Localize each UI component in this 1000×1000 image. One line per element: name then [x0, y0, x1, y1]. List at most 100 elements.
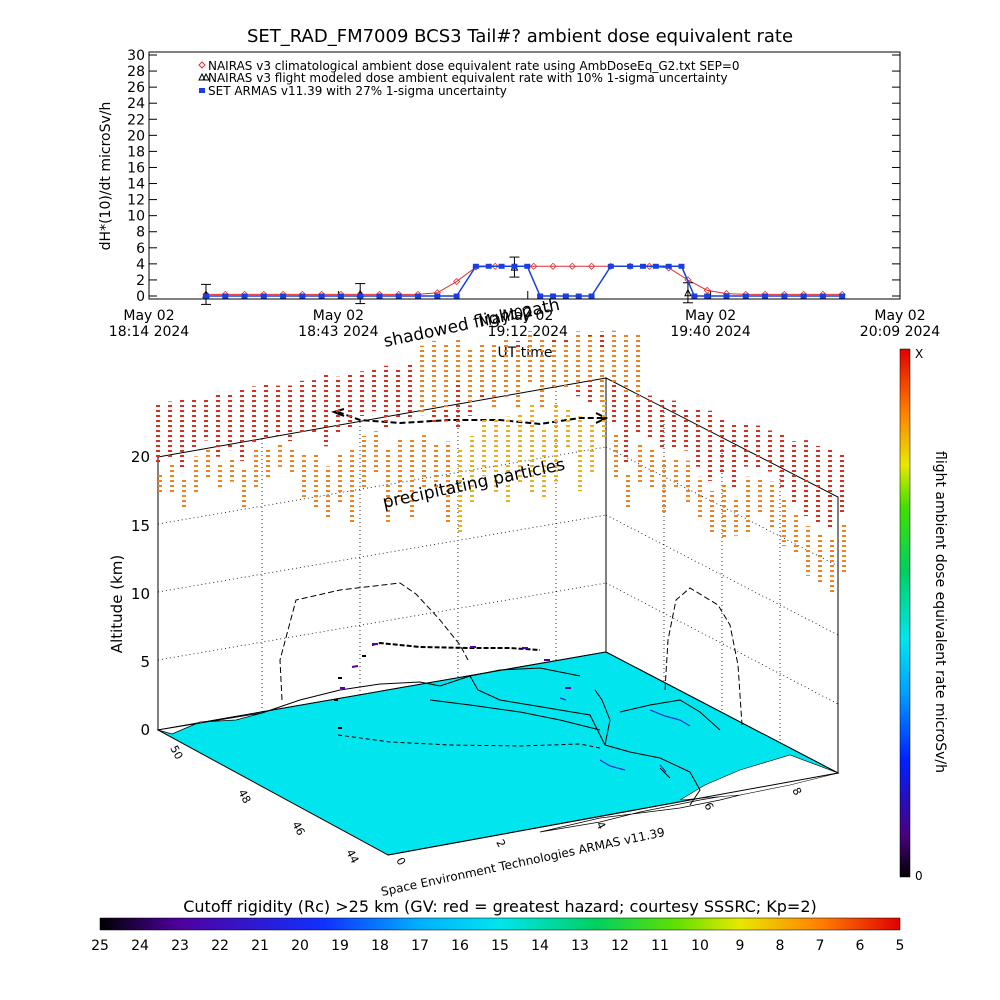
- rigidity-tick-label: 23: [171, 938, 189, 954]
- particle-column-low: [158, 472, 162, 495]
- particle-column-high: [780, 434, 784, 490]
- particle-column-low: [686, 460, 690, 503]
- particle-column-high: [408, 362, 412, 418]
- particle-column-low: [470, 435, 474, 504]
- data-point-square: [376, 293, 383, 299]
- particle-column-upper: [564, 343, 568, 389]
- particle-column-upper: [468, 349, 472, 407]
- particle-column-upper: [576, 334, 580, 390]
- particle-column-low: [662, 459, 666, 514]
- legend-marker-diamond: [198, 61, 206, 69]
- particle-column-high: [456, 356, 460, 430]
- particle-column-high: [720, 418, 724, 473]
- rigidity-tick-label: 21: [251, 938, 269, 954]
- particle-column-high: [612, 382, 616, 424]
- river-network: [559, 697, 691, 773]
- particle-column-low: [242, 468, 246, 509]
- particle-column-high: [336, 376, 340, 434]
- y-tick-label: 10: [127, 209, 145, 225]
- longitude-tick-label: 2: [493, 837, 508, 849]
- particle-column-low: [554, 401, 558, 482]
- longitude-tick-label: 0: [393, 855, 408, 867]
- data-point-square: [472, 263, 479, 269]
- flight-path-altitude-colored: [340, 643, 571, 689]
- rigidity-tick-label: 20: [291, 938, 309, 954]
- data-point-diamond: [549, 262, 557, 270]
- data-point-square: [511, 263, 518, 269]
- particle-column-low: [266, 447, 270, 479]
- shadowed-flight-path-right-wall: [664, 587, 743, 726]
- rigidity-tick-label: 8: [776, 938, 785, 954]
- particle-column-low: [314, 452, 318, 510]
- particle-column-low: [434, 442, 438, 490]
- data-point-square: [839, 293, 846, 299]
- particle-column-high: [840, 452, 844, 513]
- particle-column-low: [638, 444, 642, 483]
- particle-column-high: [204, 397, 208, 441]
- particle-column-upper: [456, 338, 460, 382]
- particle-column-high: [192, 398, 196, 449]
- rigidity-tick-label: 11: [651, 938, 669, 954]
- particle-column-low: [602, 397, 606, 440]
- top-y-axis-label: dH*(10)/dt microSv/h: [98, 102, 114, 251]
- wall-grid: [157, 387, 839, 743]
- particle-column-high: [768, 430, 772, 472]
- y-tick-label: 2: [136, 273, 145, 289]
- particle-column-high: [156, 404, 160, 465]
- data-point-square: [575, 293, 582, 299]
- particle-column-high: [180, 398, 184, 470]
- particle-column-low: [302, 452, 306, 501]
- data-point-diamond: [703, 286, 711, 294]
- y-tick-label: 16: [127, 160, 145, 176]
- y-tick-label: 0: [136, 289, 145, 305]
- y-tick-label: 18: [127, 144, 145, 160]
- particle-column-low: [830, 538, 834, 595]
- data-point-square: [318, 293, 325, 299]
- rigidity-tick-label: 22: [211, 938, 229, 954]
- particle-column-low: [734, 497, 738, 536]
- precipitating-particles: [156, 330, 846, 595]
- data-point-square: [202, 293, 209, 299]
- data-point-square: [260, 293, 267, 299]
- data-point-square: [395, 293, 402, 299]
- particle-column-upper: [516, 347, 520, 410]
- particle-column-high: [792, 441, 796, 503]
- particle-column-upper: [432, 340, 436, 411]
- data-point-diamond: [645, 262, 653, 270]
- particle-column-low: [494, 419, 498, 495]
- rigidity-tick-label: 19: [331, 938, 349, 954]
- rigidity-tick-label: 7: [816, 938, 825, 954]
- particle-column-high: [696, 407, 700, 467]
- particle-column-upper: [444, 342, 448, 408]
- particle-column-low: [842, 522, 846, 574]
- dose-colorbar-label: flight ambient dose equivalent rate micr…: [932, 451, 948, 773]
- data-point-square: [357, 293, 364, 299]
- particle-column-high: [672, 400, 676, 448]
- particle-column-upper: [504, 340, 508, 394]
- shadowed-flight-path-floor: [337, 734, 601, 749]
- particle-column-low: [818, 532, 822, 583]
- particle-column-low: [326, 466, 330, 519]
- data-point-square: [241, 293, 248, 299]
- particle-column-high: [624, 390, 628, 465]
- particle-column-high: [804, 440, 808, 517]
- data-point-square: [524, 263, 531, 269]
- x-tick-label-date: May 02: [874, 308, 925, 324]
- particle-column-high: [660, 397, 664, 450]
- x-tick-label-date: May 02: [502, 308, 553, 324]
- data-point-square: [652, 263, 659, 269]
- rigidity-tick-label: 10: [691, 938, 709, 954]
- data-point-square: [498, 263, 505, 269]
- data-point-square: [549, 293, 556, 299]
- y-tick-label: 14: [127, 177, 145, 193]
- particle-column-low: [218, 464, 222, 488]
- x-tick-label-time: 19:40 2024: [670, 324, 751, 340]
- particle-column-high: [744, 423, 748, 467]
- data-point-square: [665, 263, 672, 269]
- particle-column-low: [578, 416, 582, 492]
- data-point-square: [537, 293, 544, 299]
- latitude-tick-label: 48: [235, 787, 253, 805]
